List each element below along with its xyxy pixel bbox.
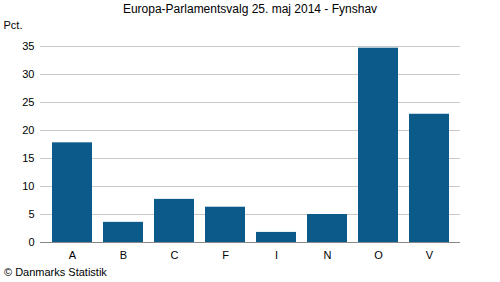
svg-text:5: 5 bbox=[28, 208, 34, 220]
svg-text:N: N bbox=[324, 249, 332, 261]
svg-text:O: O bbox=[374, 249, 383, 261]
svg-text:20: 20 bbox=[22, 124, 34, 136]
html-text:© Danmarks Statistik: © Danmarks Statistik bbox=[4, 266, 107, 278]
svg-text:35: 35 bbox=[22, 40, 34, 52]
svg-text:V: V bbox=[426, 249, 434, 261]
svg-text:Pct.: Pct. bbox=[4, 19, 23, 31]
svg-text:15: 15 bbox=[22, 152, 34, 164]
svg-text:F: F bbox=[222, 249, 229, 261]
svg-text:C: C bbox=[171, 249, 179, 261]
svg-text:25: 25 bbox=[22, 96, 34, 108]
svg-text:30: 30 bbox=[22, 68, 34, 80]
svg-text:I: I bbox=[275, 249, 278, 261]
svg-text:A: A bbox=[69, 249, 77, 261]
html-text:Europa-Parlamentsvalg 25. maj: Europa-Parlamentsvalg 25. maj 2014 - Fyn… bbox=[122, 2, 378, 16]
svg-text:B: B bbox=[120, 249, 127, 261]
svg-text:10: 10 bbox=[22, 180, 34, 192]
svg-text:0: 0 bbox=[28, 236, 34, 248]
